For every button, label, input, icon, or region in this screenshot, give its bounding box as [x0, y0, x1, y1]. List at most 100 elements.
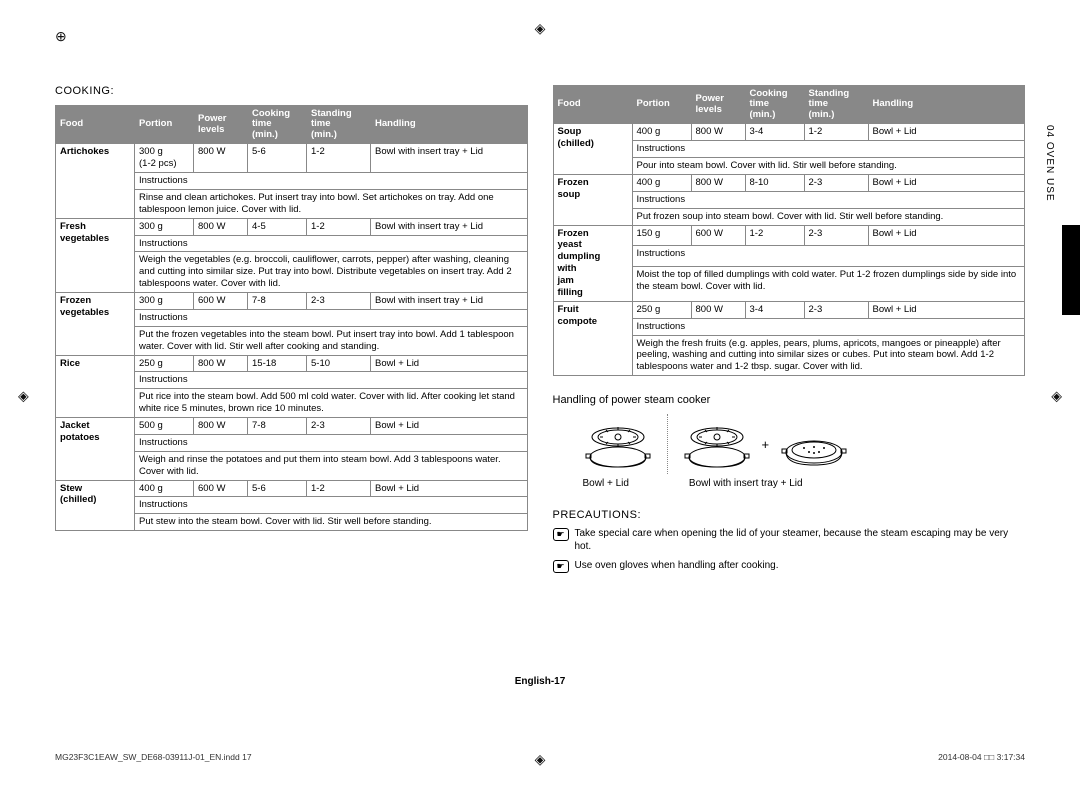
portion-cell: 300 g(1-2 pcs): [135, 144, 194, 173]
power-cell: 600 W: [194, 480, 248, 497]
power-cell: 800 W: [194, 218, 248, 235]
food-cell: Frozenyeastdumplingwithjamfilling: [553, 225, 632, 301]
instructions-text: Pour into steam bowl. Cover with lid. St…: [632, 158, 1025, 175]
portion-cell: 250 g: [135, 355, 194, 372]
food-cell: Jacketpotatoes: [56, 418, 135, 481]
handling-title: Handling of power steam cooker: [553, 394, 1026, 406]
power-cell: 800 W: [691, 174, 745, 191]
cooktime-cell: 7-8: [248, 293, 307, 310]
instructions-label: Instructions: [135, 309, 528, 326]
crop-mark: ◈: [535, 20, 546, 37]
instructions-text: Weigh the vegetables (e.g. broccoli, cau…: [135, 252, 528, 293]
bowl-lid-icon: [682, 417, 752, 472]
col-header: Handling: [868, 86, 1025, 124]
food-cell: Frozensoup: [553, 174, 632, 225]
food-cell: Frozenvegetables: [56, 293, 135, 356]
thumb-tab: [1062, 225, 1080, 315]
portion-cell: 300 g: [135, 293, 194, 310]
instructions-label: Instructions: [135, 173, 528, 190]
portion-cell: 400 g: [135, 480, 194, 497]
col-header: Food: [56, 106, 135, 144]
standtime-cell: 2-3: [804, 225, 868, 246]
cooktime-cell: 5-6: [248, 144, 307, 173]
instructions-text: Put the frozen vegetables into the steam…: [135, 326, 528, 355]
food-cell: Freshvegetables: [56, 218, 135, 292]
standtime-cell: 1-2: [804, 124, 868, 141]
food-cell: Soup(chilled): [553, 124, 632, 175]
standtime-cell: 1-2: [307, 218, 371, 235]
standtime-cell: 2-3: [804, 174, 868, 191]
precaution-text: Use oven gloves when handling after cook…: [575, 559, 779, 573]
doc-timestamp: 2014-08-04 □□ 3:17:34: [938, 752, 1025, 762]
cooking-table-left: FoodPortionPowerlevelsCookingtime (min.)…: [55, 105, 528, 531]
instructions-text: Rinse and clean artichokes. Put insert t…: [135, 189, 528, 218]
standtime-cell: 2-3: [804, 301, 868, 318]
instructions-text: Moist the top of filled dumplings with c…: [632, 266, 1025, 301]
standtime-cell: 1-2: [307, 144, 371, 173]
caption-bowl-lid: Bowl + Lid: [583, 478, 629, 489]
insert-tray-icon: [779, 417, 849, 472]
instructions-text: Put stew into the steam bowl. Cover with…: [135, 514, 528, 531]
col-header: Cookingtime (min.): [745, 86, 804, 124]
handling-cell: Bowl + Lid: [371, 418, 528, 435]
col-header: Powerlevels: [691, 86, 745, 124]
cooktime-cell: 3-4: [745, 124, 804, 141]
col-header: Standingtime (min.): [804, 86, 868, 124]
precaution-text: Take special care when opening the lid o…: [575, 527, 1026, 553]
crop-mark: ◈: [535, 751, 546, 768]
power-cell: 800 W: [691, 301, 745, 318]
cooktime-cell: 3-4: [745, 301, 804, 318]
standtime-cell: 5-10: [307, 355, 371, 372]
cooktime-cell: 8-10: [745, 174, 804, 191]
handling-cell: Bowl + Lid: [371, 480, 528, 497]
page-number: English-17: [0, 676, 1080, 687]
standtime-cell: 2-3: [307, 418, 371, 435]
instructions-label: Instructions: [632, 318, 1025, 335]
portion-cell: 400 g: [632, 124, 691, 141]
cooking-table-right: FoodPortionPowerlevelsCookingtime (min.)…: [553, 85, 1026, 376]
col-header: Standingtime (min.): [307, 106, 371, 144]
portion-cell: 300 g: [135, 218, 194, 235]
cooktime-cell: 15-18: [248, 355, 307, 372]
handling-cell: Bowl with insert tray + Lid: [371, 293, 528, 310]
col-header: Handling: [371, 106, 528, 144]
portion-cell: 250 g: [632, 301, 691, 318]
col-header: Food: [553, 86, 632, 124]
food-cell: Rice: [56, 355, 135, 418]
instructions-text: Weigh the fresh fruits (e.g. apples, pea…: [632, 335, 1025, 376]
handling-cell: Bowl with insert tray + Lid: [371, 144, 528, 173]
cooktime-cell: 7-8: [248, 418, 307, 435]
crop-mark: ◈: [18, 388, 29, 405]
plus-sign: +: [762, 437, 770, 452]
instructions-label: Instructions: [135, 235, 528, 252]
power-cell: 800 W: [691, 124, 745, 141]
section-marker: 04 OVEN USE: [1044, 125, 1055, 202]
food-cell: Fruitcompote: [553, 301, 632, 375]
crop-mark: ◈: [1051, 388, 1062, 405]
cooktime-cell: 1-2: [745, 225, 804, 246]
power-cell: 600 W: [194, 293, 248, 310]
hand-icon: ☛: [553, 560, 569, 573]
caption-bowl-tray-lid: Bowl with insert tray + Lid: [689, 478, 803, 489]
instructions-text: Put rice into the steam bowl. Add 500 ml…: [135, 389, 528, 418]
power-cell: 800 W: [194, 355, 248, 372]
cooktime-cell: 4-5: [248, 218, 307, 235]
col-header: Cookingtime (min.): [248, 106, 307, 144]
power-cell: 800 W: [194, 418, 248, 435]
col-header: Portion: [135, 106, 194, 144]
instructions-label: Instructions: [632, 141, 1025, 158]
hand-icon: ☛: [553, 528, 569, 541]
cooking-title: COOKING:: [55, 85, 528, 97]
precautions-title: PRECAUTIONS:: [553, 509, 1026, 521]
standtime-cell: 1-2: [307, 480, 371, 497]
power-cell: 800 W: [194, 144, 248, 173]
handling-cell: Bowl + Lid: [371, 355, 528, 372]
food-cell: Stew(chilled): [56, 480, 135, 531]
instructions-label: Instructions: [135, 497, 528, 514]
instructions-label: Instructions: [632, 191, 1025, 208]
steamer-diagram: +: [583, 414, 1026, 474]
power-cell: 600 W: [691, 225, 745, 246]
standtime-cell: 2-3: [307, 293, 371, 310]
handling-cell: Bowl + Lid: [868, 301, 1025, 318]
handling-cell: Bowl + Lid: [868, 174, 1025, 191]
